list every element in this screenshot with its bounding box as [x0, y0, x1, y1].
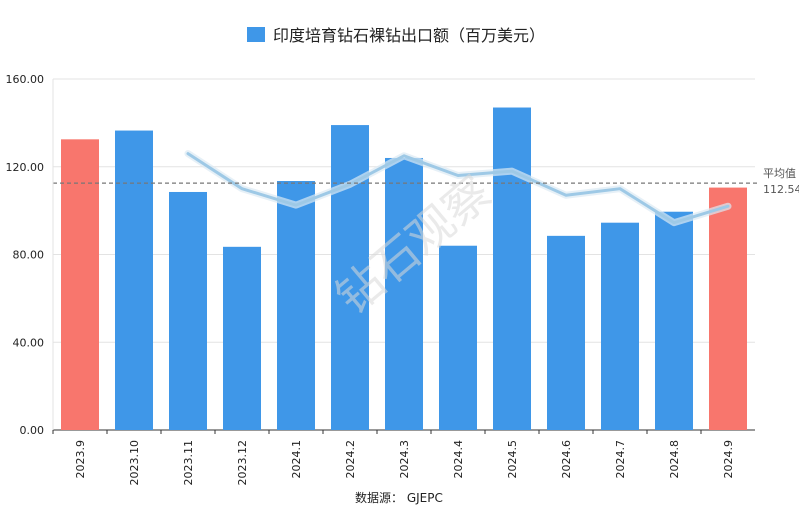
average-value: 112.54: [763, 183, 799, 196]
legend-swatch: [247, 27, 265, 42]
bar: [385, 157, 423, 430]
bar: [655, 211, 693, 430]
x-tick-label: 2024.9: [722, 440, 735, 479]
x-tick-label: 2024.2: [344, 440, 357, 479]
x-tick-label: 2024.3: [398, 440, 411, 479]
y-tick-label: 160.00: [6, 73, 45, 86]
bar: [493, 107, 531, 431]
bar: [115, 130, 153, 430]
y-tick-label: 80.00: [13, 249, 45, 262]
average-layer: 平均值 112.54: [53, 167, 799, 196]
x-tick-label: 2023.12: [236, 440, 249, 486]
bar: [223, 246, 261, 430]
chart-title: 印度培育钻石裸钻出口额（百万美元）: [273, 26, 545, 45]
y-tick-label: 120.00: [6, 161, 45, 174]
x-tick-label: 2023.11: [182, 440, 195, 486]
y-tick-label: 0.00: [20, 424, 45, 437]
axis-layer: 0.00 40.00 80.00 120.00 160.00 2023.9 2023.10 2…: [6, 73, 736, 486]
y-tick-label: 40.00: [13, 336, 45, 349]
x-tick-label: 2024.8: [668, 440, 681, 479]
bar: [601, 222, 639, 430]
x-tick-label: 2024.7: [614, 440, 627, 479]
x-tick-label: 2023.9: [74, 440, 87, 479]
bar: [169, 191, 207, 430]
bar: [439, 245, 477, 430]
bars-layer: [61, 107, 747, 431]
legend: 印度培育钻石裸钻出口额（百万美元）: [247, 26, 545, 45]
x-tick-label: 2024.1: [290, 440, 303, 479]
x-tick-label: 2023.10: [128, 440, 141, 486]
bar: [61, 139, 99, 430]
source-label: 数据源： GJEPC: [355, 490, 443, 505]
average-label: 平均值: [763, 167, 796, 180]
x-tick-label: 2024.6: [560, 440, 573, 479]
bar: [709, 187, 747, 430]
x-tick-label: 2024.5: [506, 440, 519, 479]
x-tick-label: 2024.4: [452, 440, 465, 479]
trend-line-layer: [184, 150, 732, 227]
bar: [277, 181, 315, 430]
bar: [547, 235, 585, 430]
trend-line: [186, 152, 730, 225]
